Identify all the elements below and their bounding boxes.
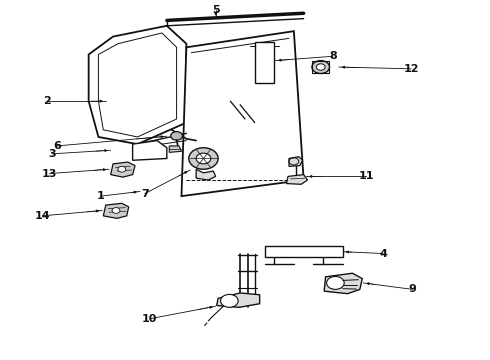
Polygon shape [98,33,176,137]
Circle shape [196,153,211,164]
Bar [313,61,329,73]
Text: 12: 12 [403,64,419,74]
Polygon shape [324,273,362,294]
Polygon shape [89,26,186,144]
Circle shape [327,276,344,289]
Circle shape [312,60,330,73]
Polygon shape [169,146,181,152]
Circle shape [118,166,126,172]
Polygon shape [217,293,260,307]
Text: 5: 5 [212,5,220,15]
Circle shape [112,208,120,213]
Text: 7: 7 [141,189,148,199]
Text: 11: 11 [358,171,374,181]
Text: 14: 14 [34,211,50,221]
Text: 6: 6 [53,141,61,151]
Text: 2: 2 [43,96,51,106]
Text: 1: 1 [97,191,105,201]
Polygon shape [111,162,135,177]
Circle shape [189,148,218,169]
Text: 13: 13 [42,168,57,179]
Polygon shape [103,203,129,219]
Polygon shape [255,42,274,83]
Text: 3: 3 [48,149,56,159]
Polygon shape [289,157,303,166]
Circle shape [220,294,238,307]
Polygon shape [265,246,343,257]
Circle shape [317,64,325,70]
Text: 9: 9 [409,284,416,294]
Text: 8: 8 [329,51,337,61]
Polygon shape [133,140,167,160]
Polygon shape [287,175,308,184]
Polygon shape [181,31,304,196]
Text: 4: 4 [379,248,387,258]
Text: 10: 10 [142,314,157,324]
Circle shape [171,132,182,140]
Polygon shape [196,169,216,180]
